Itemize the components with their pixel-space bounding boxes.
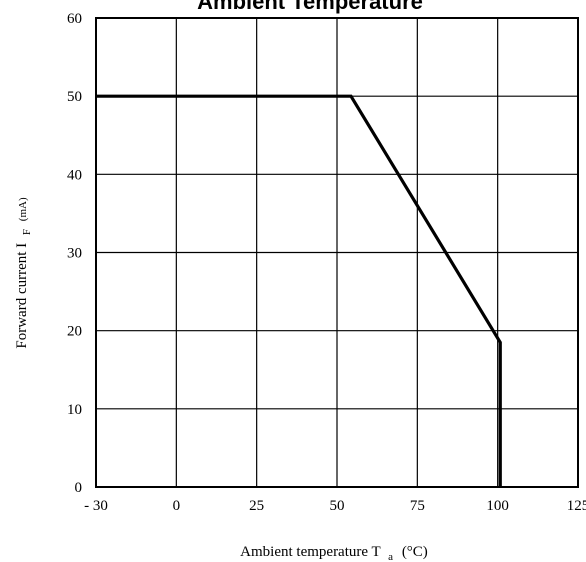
- y-axis-label-subscript: F: [21, 229, 33, 235]
- chart-title: Ambient Temperature: [197, 0, 423, 14]
- x-tick-label: 0: [173, 498, 181, 514]
- y-tick-label: 10: [67, 402, 82, 418]
- x-tick-label: 125: [567, 498, 586, 514]
- series-layer: [96, 94, 502, 487]
- y-axis-label: Forward current I F (mA): [14, 197, 34, 349]
- y-tick-labels: 0 10 20 30 40 50 60: [67, 11, 82, 496]
- plot-frame: [95, 17, 579, 488]
- y-tick-label: 30: [67, 246, 82, 262]
- y-tick-label: 50: [67, 89, 82, 105]
- grid: [95, 17, 579, 488]
- x-axis-label-unit: (°C): [402, 544, 428, 560]
- y-tick-label: 0: [75, 480, 83, 496]
- y-tick-label: 40: [67, 167, 82, 183]
- series-line-0: [96, 94, 502, 487]
- x-tick-label: - 30: [84, 498, 108, 514]
- x-tick-labels: - 30 0 25 50 75 100 125: [84, 498, 586, 514]
- y-tick-label: 60: [67, 11, 82, 27]
- x-tick-label: 25: [249, 498, 264, 514]
- y-axis-label-main: Forward current I: [14, 243, 30, 349]
- x-tick-label: 75: [410, 498, 425, 514]
- y-axis-label-unit: (mA): [17, 197, 29, 221]
- y-tick-label: 20: [67, 324, 82, 340]
- x-tick-label: 50: [330, 498, 345, 514]
- x-axis-label-main: Ambient temperature T: [240, 544, 380, 560]
- x-tick-label: 100: [486, 498, 509, 514]
- x-axis-label-subscript: a: [388, 551, 393, 562]
- x-axis-label: Ambient temperature T a (°C): [240, 544, 428, 562]
